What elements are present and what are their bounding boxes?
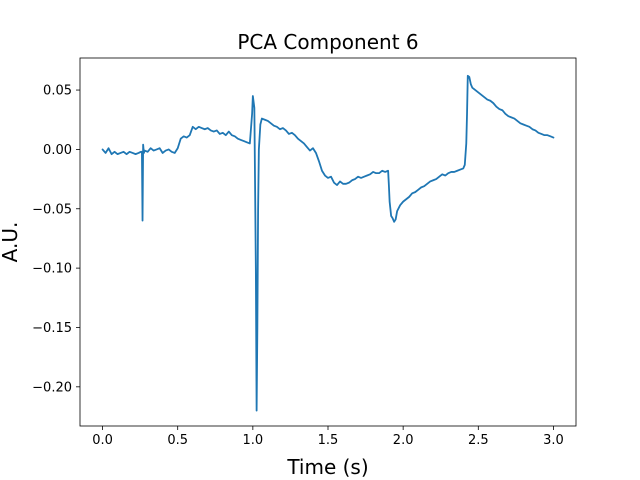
y-tick-label: 0.00 (43, 143, 72, 158)
x-tick-label: 2.0 (393, 433, 414, 448)
x-axis-label: Time (s) (286, 455, 368, 479)
y-tick-label: 0.05 (43, 84, 72, 99)
x-tick-label: 0.5 (167, 433, 188, 448)
x-tick-label: 2.5 (468, 433, 489, 448)
y-tick-label: −0.05 (32, 202, 72, 217)
y-tick-label: −0.20 (32, 380, 72, 395)
series-line (101, 74, 555, 412)
x-tick-label: 1.0 (243, 433, 264, 448)
x-tick-label: 0.0 (92, 433, 113, 448)
chart-title: PCA Component 6 (237, 30, 418, 54)
x-tick-label: 3.0 (543, 433, 564, 448)
x-axis: 0.0 0.5 1.0 1.5 2.0 2.5 3.0 (92, 426, 564, 448)
y-tick-label: −0.15 (32, 321, 72, 336)
y-axis-label: A.U. (0, 222, 22, 263)
x-tick-label: 1.5 (318, 433, 339, 448)
y-tick-label: −0.10 (32, 262, 72, 277)
y-axis: 0.05 0.00 −0.05 −0.10 −0.15 −0.20 (32, 84, 80, 395)
